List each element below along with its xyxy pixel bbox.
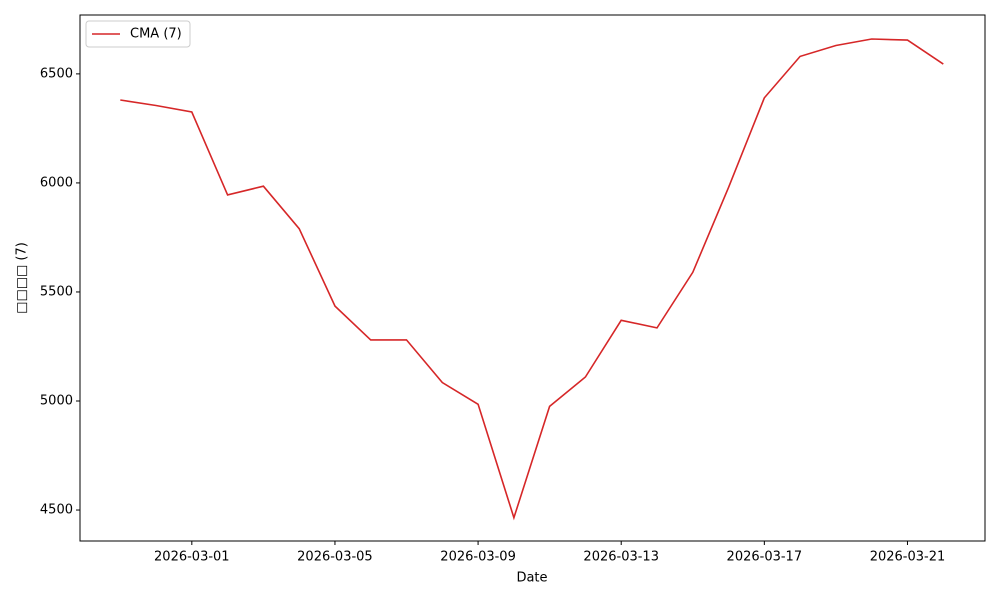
legend-box <box>85 20 191 48</box>
x-tick-label: 2026-03-05 <box>297 550 373 565</box>
x-axis-label: Date <box>516 571 547 586</box>
y-tick-label: 5000 <box>40 393 73 408</box>
y-tick-label: 5500 <box>40 284 73 299</box>
legend-label: CMA (7) <box>130 27 182 42</box>
y-axis-label: □□□□ (7) <box>15 242 30 314</box>
x-tick-label: 2026-03-13 <box>583 550 659 565</box>
y-tick-label: 6500 <box>40 66 73 81</box>
x-tick-label: 2026-03-09 <box>440 550 516 565</box>
x-tick-label: 2026-03-21 <box>870 550 946 565</box>
line <box>120 38 944 521</box>
plot-frame <box>79 14 986 542</box>
y-tick-label: 6000 <box>40 175 73 190</box>
x-tick-label: 2026-03-17 <box>727 550 803 565</box>
x-tick-label: 2026-03-01 <box>154 550 230 565</box>
y-tick-label: 4500 <box>40 503 73 518</box>
